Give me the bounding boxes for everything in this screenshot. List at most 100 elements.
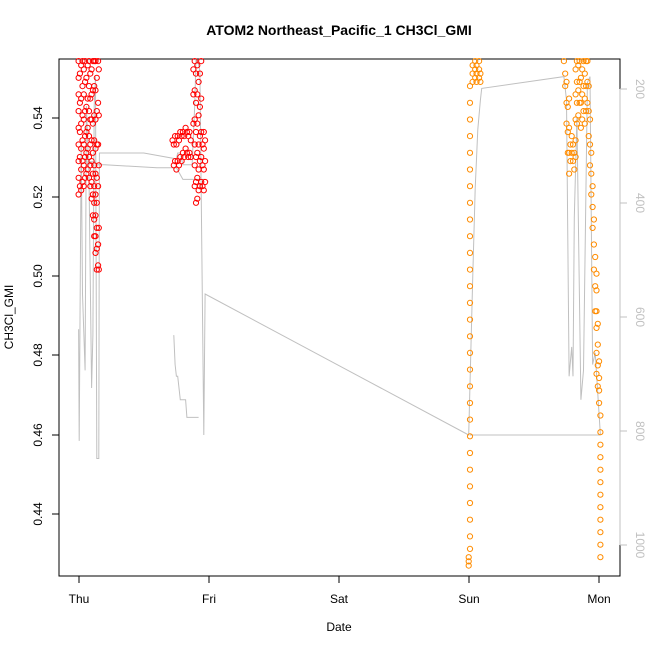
data-point-segment-2 bbox=[466, 433, 474, 440]
data-point-segment-1 bbox=[190, 91, 197, 98]
data-point-segment-1 bbox=[202, 158, 209, 165]
data-point-segment-2 bbox=[573, 99, 581, 106]
data-point-segment-2 bbox=[597, 491, 604, 498]
data-point-segment-1 bbox=[75, 108, 82, 115]
data-point-segment-1 bbox=[83, 74, 90, 81]
data-point-segment-1 bbox=[88, 137, 95, 144]
data-point-segment-1 bbox=[93, 266, 100, 273]
data-point-segment-1 bbox=[92, 170, 99, 177]
y-axis-label: CH3Cl_GMI bbox=[2, 285, 16, 350]
data-point-segment-2 bbox=[590, 241, 598, 248]
data-point-segment-2 bbox=[594, 320, 601, 327]
data-point-segment-2 bbox=[594, 383, 601, 390]
data-point-segment-2 bbox=[564, 128, 571, 136]
data-point-segment-1 bbox=[93, 245, 100, 252]
y-tick-label: 0.54 bbox=[31, 106, 45, 130]
data-point-segment-2 bbox=[592, 283, 599, 290]
data-point-segment-2 bbox=[573, 120, 581, 127]
pressure-trace-fragment bbox=[78, 158, 206, 180]
data-point-segment-1 bbox=[89, 87, 97, 94]
data-point-segment-2 bbox=[466, 283, 474, 290]
data-point-segment-2 bbox=[466, 449, 474, 457]
data-point-segment-2 bbox=[597, 466, 604, 473]
data-point-segment-1 bbox=[91, 183, 98, 190]
data-point-segment-1 bbox=[196, 133, 203, 140]
data-point-segment-2 bbox=[585, 83, 592, 90]
data-point-segment-1 bbox=[195, 166, 202, 173]
data-point-segment-1 bbox=[91, 216, 98, 223]
data-point-segment-1 bbox=[92, 233, 99, 240]
data-point-segment-2 bbox=[566, 95, 573, 102]
data-point-segment-1 bbox=[76, 70, 84, 77]
data-point-segment-2 bbox=[589, 224, 596, 231]
data-point-segment-2 bbox=[588, 170, 595, 177]
y-tick-label: 0.44 bbox=[31, 502, 45, 526]
data-point-segment-2 bbox=[564, 103, 571, 111]
data-point-segment-2 bbox=[585, 133, 592, 140]
data-point-segment-2 bbox=[571, 149, 578, 156]
data-point-segment-1 bbox=[95, 224, 102, 231]
y-tick-label: 0.46 bbox=[31, 423, 45, 447]
data-point-segment-2 bbox=[573, 78, 581, 86]
data-point-segment-2 bbox=[577, 74, 585, 81]
data-point-segment-1 bbox=[84, 62, 91, 69]
data-point-segment-1 bbox=[186, 128, 193, 136]
data-point-segment-2 bbox=[466, 266, 474, 273]
data-point-segment-2 bbox=[572, 137, 579, 144]
data-point-segment-2 bbox=[567, 141, 574, 148]
data-point-segment-1 bbox=[195, 141, 202, 148]
data-point-segment-1 bbox=[198, 178, 205, 186]
pressure-trace bbox=[78, 58, 601, 459]
data-point-segment-1 bbox=[76, 99, 84, 106]
data-point-segment-2 bbox=[466, 545, 474, 553]
data-point-segment-1 bbox=[191, 141, 198, 148]
data-points bbox=[75, 58, 604, 569]
data-point-segment-2 bbox=[466, 99, 474, 106]
data-point-segment-1 bbox=[80, 162, 87, 169]
data-point-segment-2 bbox=[472, 58, 479, 65]
y-tick-label: 0.50 bbox=[31, 264, 45, 288]
data-point-segment-1 bbox=[200, 166, 207, 173]
data-point-segment-1 bbox=[82, 78, 89, 86]
data-point-segment-1 bbox=[91, 162, 98, 169]
data-point-segment-1 bbox=[92, 87, 99, 94]
data-point-segment-2 bbox=[560, 58, 568, 65]
data-point-segment-2 bbox=[466, 316, 474, 323]
data-point-segment-2 bbox=[586, 162, 594, 169]
data-point-segment-1 bbox=[194, 195, 201, 202]
data-point-segment-1 bbox=[95, 66, 102, 73]
data-point-segment-2 bbox=[573, 58, 581, 65]
data-point-segment-1 bbox=[82, 153, 89, 161]
data-point-segment-1 bbox=[92, 191, 99, 198]
data-point-segment-1 bbox=[194, 91, 201, 98]
data-point-segment-1 bbox=[172, 158, 179, 165]
data-point-segment-2 bbox=[465, 558, 472, 565]
data-point-segment-1 bbox=[88, 66, 95, 73]
y-axis: 0.44 0.46 0.48 0.50 0.52 0.54 bbox=[31, 106, 60, 526]
data-point-segment-1 bbox=[200, 187, 207, 194]
data-point-segment-1 bbox=[182, 124, 189, 131]
data-point-segment-1 bbox=[195, 112, 202, 119]
x-tick-label: Sat bbox=[330, 592, 349, 606]
data-point-segment-2 bbox=[572, 116, 579, 123]
data-point-segment-1 bbox=[194, 174, 201, 181]
data-point-segment-2 bbox=[577, 124, 585, 131]
data-point-segment-2 bbox=[596, 387, 603, 394]
data-point-segment-1 bbox=[187, 137, 194, 144]
data-point-segment-1 bbox=[75, 74, 82, 81]
data-point-segment-2 bbox=[466, 483, 474, 490]
data-point-segment-1 bbox=[200, 128, 207, 136]
data-point-segment-2 bbox=[597, 529, 604, 536]
data-point-segment-2 bbox=[466, 166, 474, 173]
data-point-segment-2 bbox=[581, 70, 588, 77]
data-point-segment-1 bbox=[88, 91, 95, 98]
data-point-segment-1 bbox=[190, 120, 197, 127]
x-axis-label: Date bbox=[326, 620, 352, 634]
data-point-segment-2 bbox=[593, 349, 600, 356]
data-point-segment-2 bbox=[584, 58, 591, 65]
data-point-segment-1 bbox=[91, 83, 98, 90]
data-point-segment-2 bbox=[597, 454, 604, 461]
data-point-segment-2 bbox=[568, 149, 575, 156]
data-point-segment-1 bbox=[95, 262, 102, 269]
